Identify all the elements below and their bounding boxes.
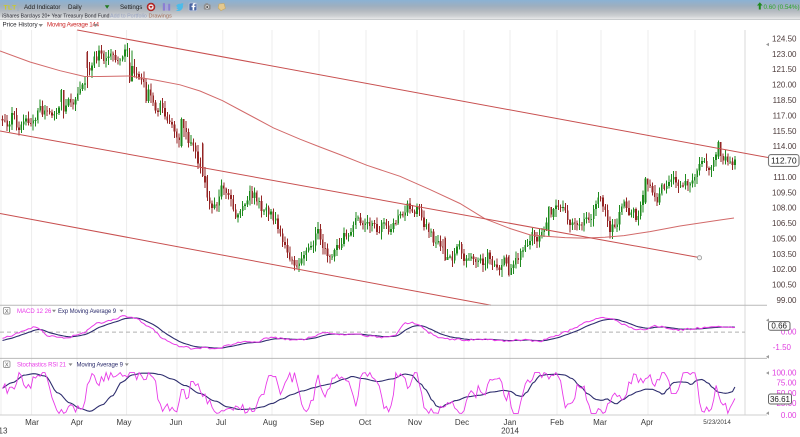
svg-text:115.50: 115.50 <box>773 127 797 136</box>
svg-text:Add to Portfolio: Add to Portfolio <box>110 14 147 20</box>
svg-text:13: 13 <box>0 427 8 436</box>
svg-text:5/23/2014: 5/23/2014 <box>703 419 731 426</box>
svg-text:114.00: 114.00 <box>773 142 797 151</box>
svg-text:2014: 2014 <box>501 427 519 436</box>
svg-text:0.66: 0.66 <box>771 322 787 331</box>
svg-text:Apr: Apr <box>641 418 654 427</box>
svg-text:111.00: 111.00 <box>773 173 797 182</box>
svg-text:Feb: Feb <box>550 418 564 427</box>
svg-text:Dec: Dec <box>455 418 469 427</box>
svg-text:Jun: Jun <box>170 418 183 427</box>
svg-text:123.00: 123.00 <box>772 50 797 59</box>
svg-text:0.60 (0.54%): 0.60 (0.54%) <box>764 4 800 11</box>
svg-text:Mar: Mar <box>25 418 39 427</box>
svg-text:Nov: Nov <box>408 418 422 427</box>
svg-text:X: X <box>5 362 9 368</box>
svg-text:105.00: 105.00 <box>772 235 797 244</box>
svg-text:108.00: 108.00 <box>772 204 797 213</box>
svg-text:Sep: Sep <box>310 418 325 427</box>
svg-text:Exp Moving Average 9: Exp Moving Average 9 <box>58 309 117 315</box>
svg-text:100.50: 100.50 <box>772 281 797 290</box>
svg-text:Jul: Jul <box>216 418 226 427</box>
svg-text:117.00: 117.00 <box>773 111 797 120</box>
svg-text:109.50: 109.50 <box>772 188 797 197</box>
svg-text:Add Indicator: Add Indicator <box>24 4 60 11</box>
svg-text:112.70: 112.70 <box>771 156 797 166</box>
svg-text:100.00: 100.00 <box>772 369 797 378</box>
svg-text:36.61: 36.61 <box>770 395 791 404</box>
svg-text:TLT: TLT <box>4 4 18 11</box>
svg-text:MACD 12 26: MACD 12 26 <box>17 309 52 315</box>
svg-text:Oct: Oct <box>359 418 372 427</box>
svg-text:Aug: Aug <box>263 418 277 427</box>
svg-text:-1.50: -1.50 <box>773 343 792 352</box>
svg-text:Price History: Price History <box>3 22 39 29</box>
svg-text:Daily: Daily <box>68 4 83 11</box>
svg-text:103.50: 103.50 <box>772 250 797 259</box>
svg-text:Moving Average 144: Moving Average 144 <box>47 22 100 29</box>
svg-text:118.50: 118.50 <box>773 96 797 105</box>
svg-text:Moving Average 9: Moving Average 9 <box>77 363 124 369</box>
svg-text:X: X <box>5 309 9 315</box>
svg-text:Jan: Jan <box>504 418 517 427</box>
svg-text:102.00: 102.00 <box>772 265 797 274</box>
svg-text:Stochastics RSI 21: Stochastics RSI 21 <box>17 363 67 369</box>
svg-text:75.00: 75.00 <box>776 378 797 387</box>
svg-text:Mar: Mar <box>593 418 607 427</box>
svg-text:Drawings: Drawings <box>149 14 173 20</box>
svg-text:Settings: Settings <box>120 4 142 11</box>
svg-text:May: May <box>116 418 131 427</box>
svg-text:120.00: 120.00 <box>772 81 797 90</box>
svg-text:Apr: Apr <box>71 418 84 427</box>
svg-text:106.50: 106.50 <box>772 219 797 228</box>
svg-text:iShares Barclays 20+ Year Trea: iShares Barclays 20+ Year Treasury Bond … <box>2 14 110 20</box>
svg-text:0.00: 0.00 <box>781 328 797 337</box>
svg-text:99.00: 99.00 <box>776 296 797 305</box>
svg-text:124.50: 124.50 <box>772 35 797 44</box>
svg-text:0.00: 0.00 <box>781 411 797 420</box>
svg-text:121.50: 121.50 <box>772 65 797 74</box>
